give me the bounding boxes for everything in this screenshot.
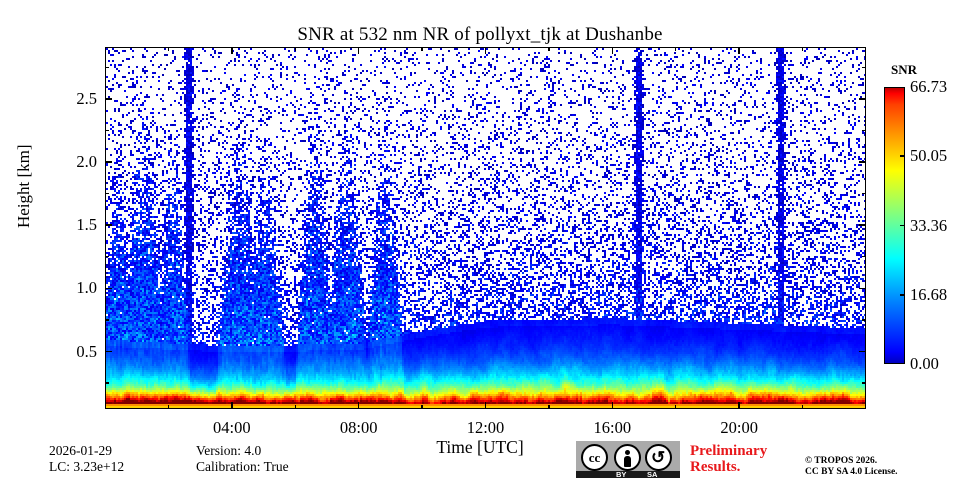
y-tick-mark-right	[859, 161, 866, 163]
y-minor-tick-left	[105, 192, 109, 195]
y-tick-label: 0.5	[76, 341, 97, 361]
cc-icon: cc	[581, 444, 608, 471]
x-tick-mark-top	[231, 47, 233, 54]
x-tick-mark	[611, 402, 614, 409]
share-alike-arrow-glyph: ↻	[651, 448, 666, 467]
x-tick-mark-top	[357, 47, 360, 54]
cc-sa-label: SA	[647, 470, 658, 479]
copyright-notice: © TROPOS 2026. CC BY SA 4.0 License.	[805, 456, 898, 478]
x-minor-tick-bottom	[294, 405, 296, 409]
x-minor-tick-bottom	[548, 405, 550, 409]
y-tick-mark-right	[859, 98, 866, 100]
colorbar-tick-label: 0.00	[910, 354, 939, 373]
colorbar-tick-mark	[900, 293, 905, 296]
colorbar-tick-label: 66.73	[910, 77, 948, 96]
heatmap-canvas	[106, 48, 865, 408]
x-tick-mark	[357, 402, 360, 409]
x-minor-tick-top	[167, 47, 170, 51]
x-tick-label: 04:00	[213, 418, 251, 437]
colorbar-tick-mark	[900, 155, 905, 158]
y-minor-tick-left	[105, 256, 109, 258]
colorbar-tick-label: 50.05	[910, 146, 948, 166]
y-tick-label: 1.0	[76, 278, 97, 298]
cc-by-label: BY	[616, 470, 627, 479]
x-minor-tick-top	[548, 47, 550, 51]
x-minor-tick-top	[675, 47, 677, 51]
x-tick-mark	[738, 402, 740, 409]
y-tick-mark-right	[859, 350, 866, 353]
y-minor-tick-right	[862, 192, 866, 195]
y-minor-tick-right	[862, 382, 866, 384]
preliminary-line-1: Preliminary	[690, 443, 768, 459]
y-minor-tick-right	[862, 319, 866, 321]
x-tick-mark	[231, 402, 233, 409]
y-minor-tick-left	[105, 319, 109, 321]
preliminary-results-notice: Preliminary Results.	[690, 443, 767, 475]
x-minor-tick-bottom	[167, 405, 170, 409]
x-minor-tick-top	[421, 47, 423, 51]
x-minor-tick-top	[801, 47, 804, 51]
copyright-line-1: © TROPOS 2026.	[805, 456, 878, 466]
x-tick-label: 12:00	[466, 418, 505, 437]
y-tick-label: 2.5	[76, 88, 97, 108]
y-minor-tick-left	[105, 382, 109, 384]
x-minor-tick-bottom	[801, 405, 804, 409]
cc-badge-strip	[576, 471, 680, 478]
plot-area[interactable]	[105, 47, 866, 409]
y-minor-tick-right	[862, 66, 866, 68]
y-minor-tick-left	[105, 66, 109, 68]
footer-lidar-constant: LC: 3.23e+12	[49, 459, 125, 474]
colorbar-tick-mark	[900, 224, 905, 227]
y-tick-mark	[105, 287, 112, 290]
y-minor-tick-left	[105, 129, 109, 132]
y-tick-label: 1.5	[76, 215, 97, 235]
colorbar-tick-label: 33.36	[910, 215, 948, 235]
copyright-line-2: CC BY SA 4.0 License.	[805, 467, 898, 477]
colorbar-tick-label: 16.68	[910, 284, 948, 304]
x-axis-label: Time [UTC]	[436, 437, 524, 457]
x-minor-tick-top	[294, 47, 296, 51]
y-tick-mark	[105, 161, 112, 163]
cc-by-person-icon	[614, 444, 641, 471]
y-tick-mark	[105, 98, 112, 100]
x-tick-mark-top	[484, 47, 487, 54]
y-minor-tick-right	[862, 256, 866, 258]
y-tick-mark-right	[859, 287, 866, 290]
y-tick-mark	[105, 350, 112, 353]
page-title: SNR at 532 nm NR of pollyxt_tjk at Dusha…	[297, 24, 663, 45]
y-tick-mark-right	[859, 224, 866, 226]
y-tick-label: 2.0	[76, 151, 97, 171]
cc-license-badge[interactable]: cc ↻ BY SA	[576, 441, 680, 479]
x-tick-mark-top	[738, 47, 740, 54]
x-minor-tick-bottom	[675, 405, 677, 409]
person-head-shape	[625, 450, 630, 455]
preliminary-line-2: Results.	[690, 459, 741, 475]
y-minor-tick-right	[862, 129, 866, 132]
x-tick-label: 20:00	[720, 418, 758, 437]
x-tick-label: 16:00	[593, 418, 632, 437]
footer-calibration: Calibration: True	[196, 459, 289, 474]
x-tick-mark-top	[611, 47, 614, 54]
x-minor-tick-bottom	[421, 405, 423, 409]
colorbar-title: SNR	[890, 62, 917, 77]
y-axis-label: Height [km]	[14, 144, 33, 228]
x-tick-mark	[484, 402, 487, 409]
x-tick-label: 08:00	[339, 418, 378, 437]
person-body-shape	[624, 456, 631, 467]
footer-version: Version: 4.0	[196, 443, 262, 458]
y-tick-mark	[105, 224, 112, 226]
footer-date: 2026-01-29	[49, 443, 112, 458]
cc-sa-arrow-icon: ↻	[645, 444, 672, 471]
